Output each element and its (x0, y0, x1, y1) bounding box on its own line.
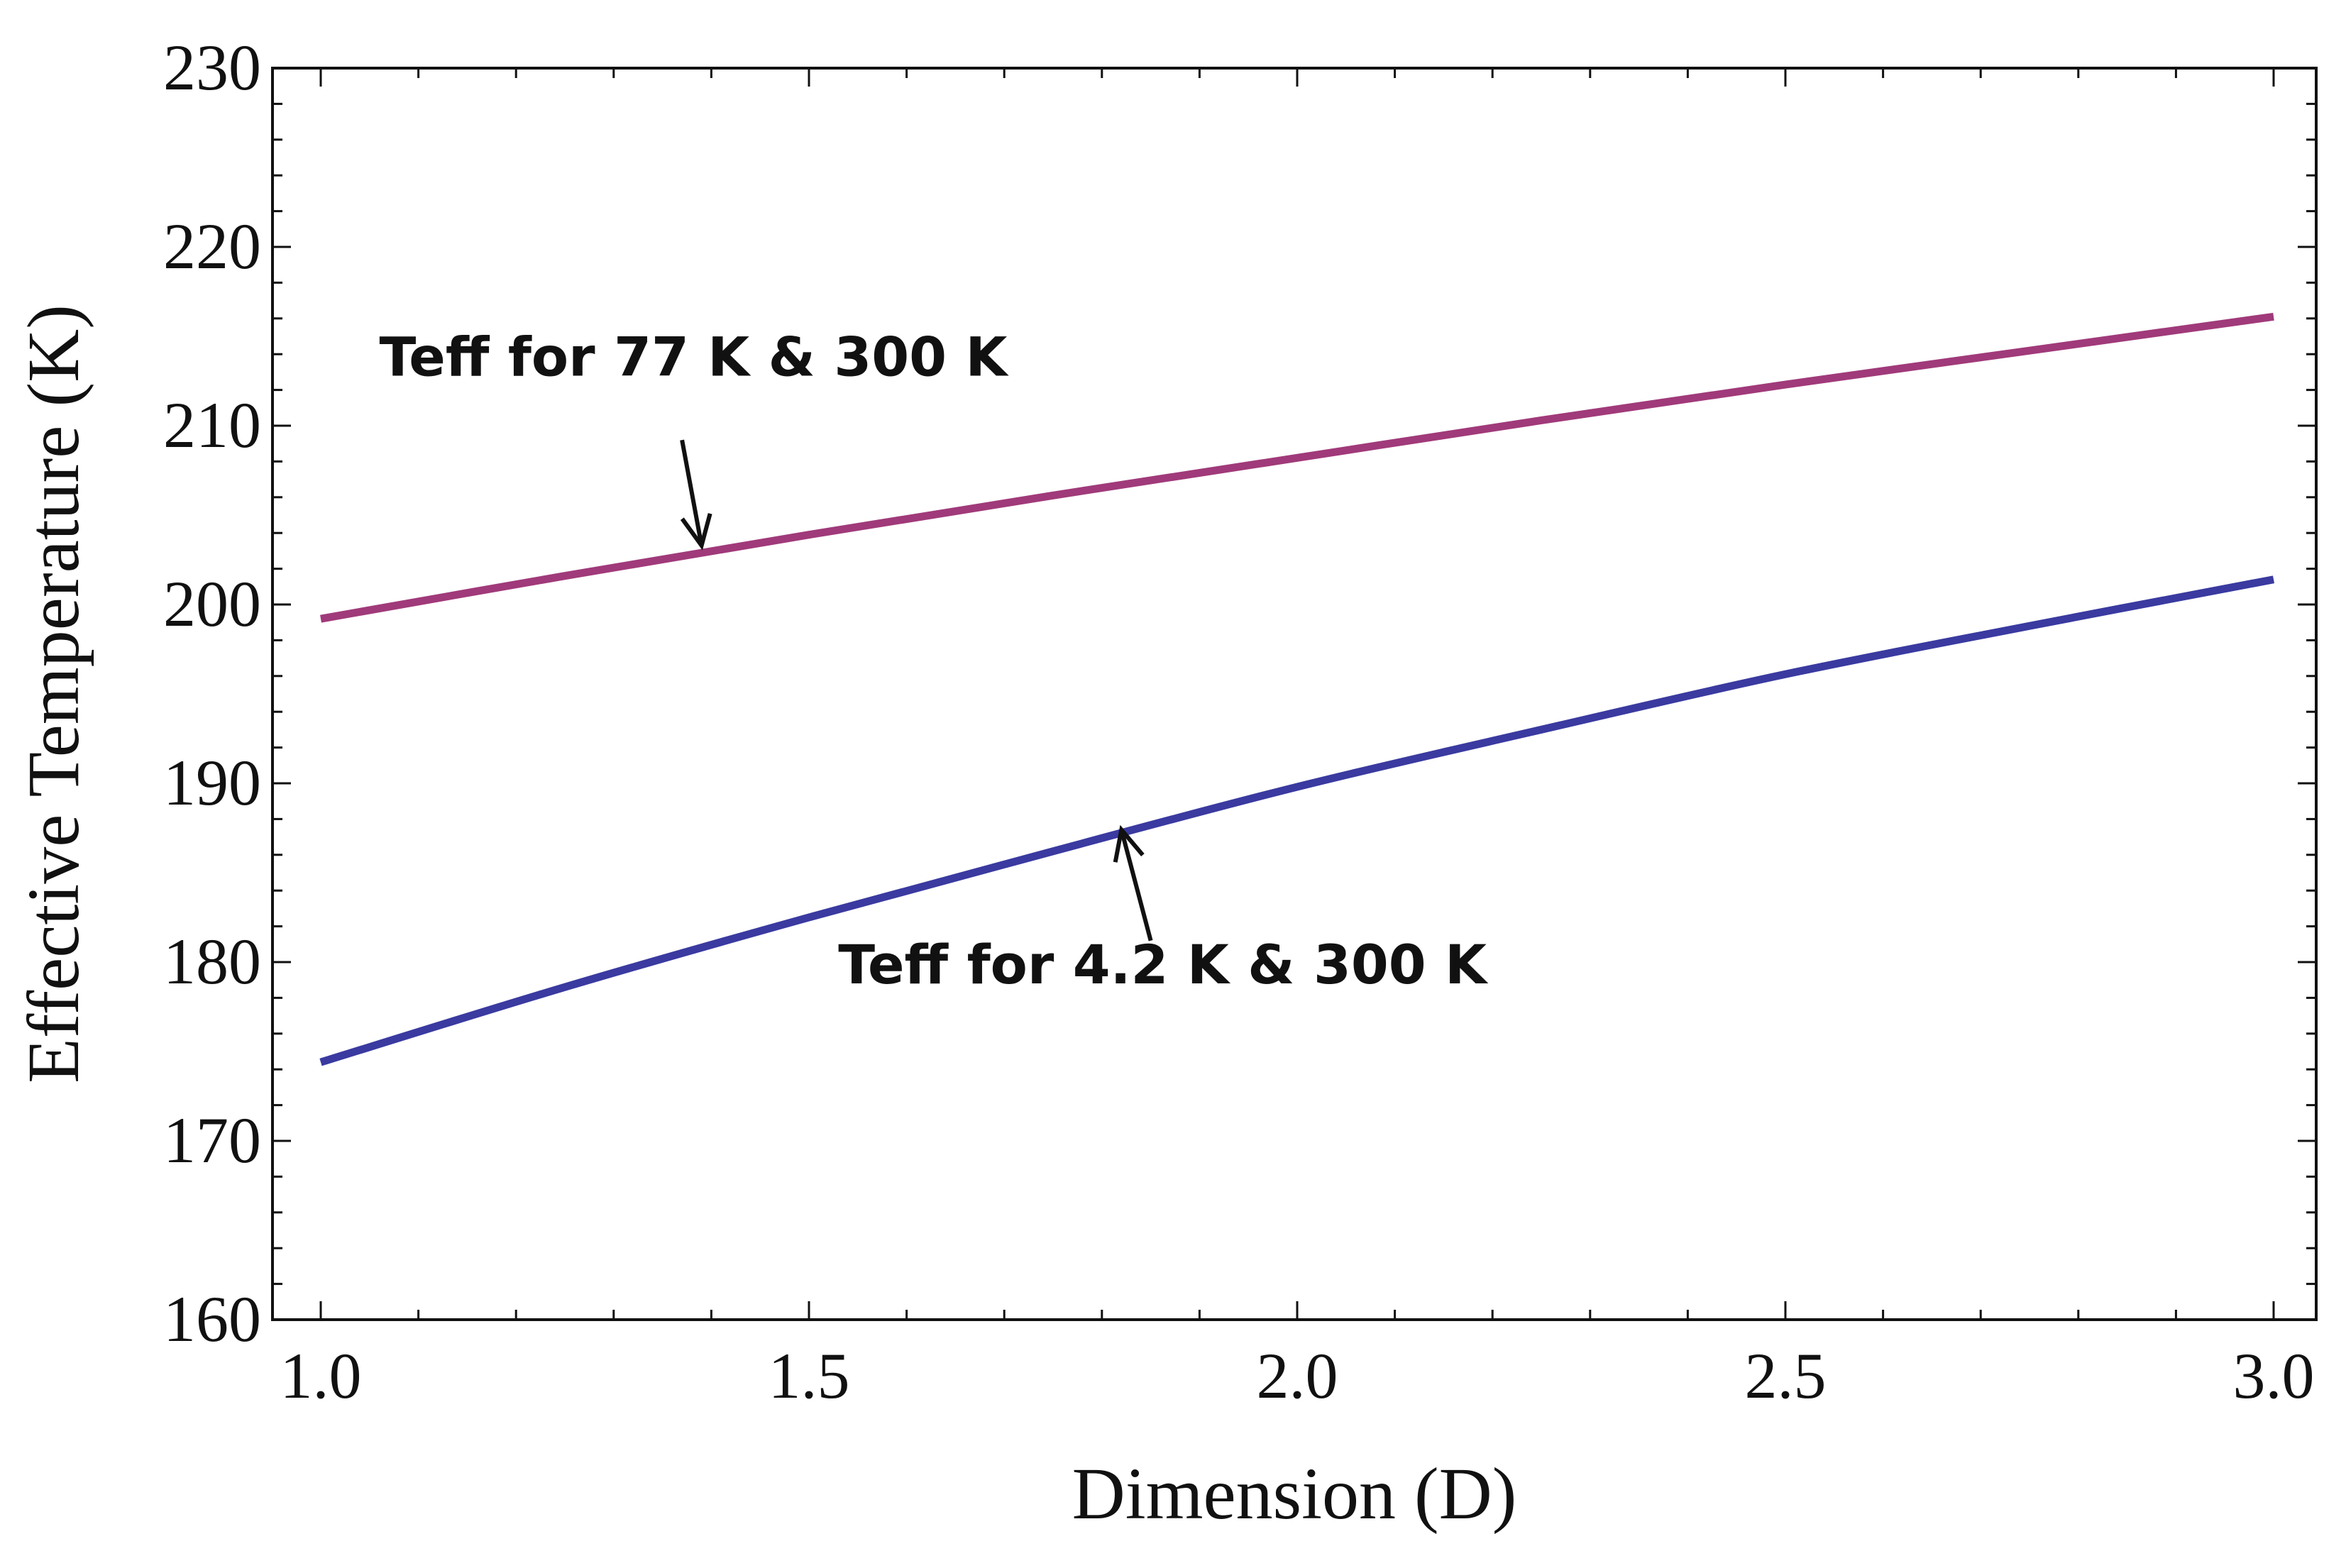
series-line-2 (319, 575, 2275, 1066)
x-tick-label: 1.0 (280, 1340, 362, 1412)
annotation-arrow-1 (680, 439, 703, 542)
tick-marks (272, 67, 2316, 1321)
y-tick-label: 160 (163, 1283, 261, 1355)
annotation-label-1: Teff for 77 K & 300 K (380, 325, 1010, 388)
y-tick-label: 220 (163, 210, 261, 282)
y-tick-label: 210 (163, 389, 261, 461)
x-tick-labels: 1.0 1.5 2.0 2.5 3.0 (280, 1340, 2315, 1412)
y-tick-label: 170 (163, 1104, 261, 1176)
x-tick-label: 1.5 (769, 1340, 850, 1412)
annotation-arrowhead-1 (680, 513, 712, 551)
series-line-1 (320, 312, 2274, 623)
annotations: Teff for 77 K & 300 K Teff for 4.2 K & 30… (380, 325, 1489, 996)
y-tick-label: 190 (163, 746, 261, 819)
y-tick-labels: 160 170 180 190 200 210 220 230 (163, 31, 261, 1355)
x-axis-title: Dimension (D) (1072, 1453, 1517, 1535)
x-tick-label: 2.5 (1745, 1340, 1827, 1412)
annotation-arrow-2 (1120, 833, 1153, 942)
x-tick-label: 2.0 (1257, 1340, 1338, 1412)
series-lines (319, 312, 2275, 1066)
x-tick-label: 3.0 (2233, 1340, 2315, 1412)
annotation-label-2: Teff for 4.2 K & 300 K (838, 933, 1489, 996)
y-axis-title: Effective Temperature (K) (13, 304, 94, 1083)
y-tick-label: 200 (163, 568, 261, 640)
y-tick-label: 180 (163, 925, 261, 998)
annotation-arrowhead-2 (1113, 824, 1145, 863)
plot-frame (271, 67, 2318, 1321)
y-tick-label: 230 (163, 31, 261, 104)
